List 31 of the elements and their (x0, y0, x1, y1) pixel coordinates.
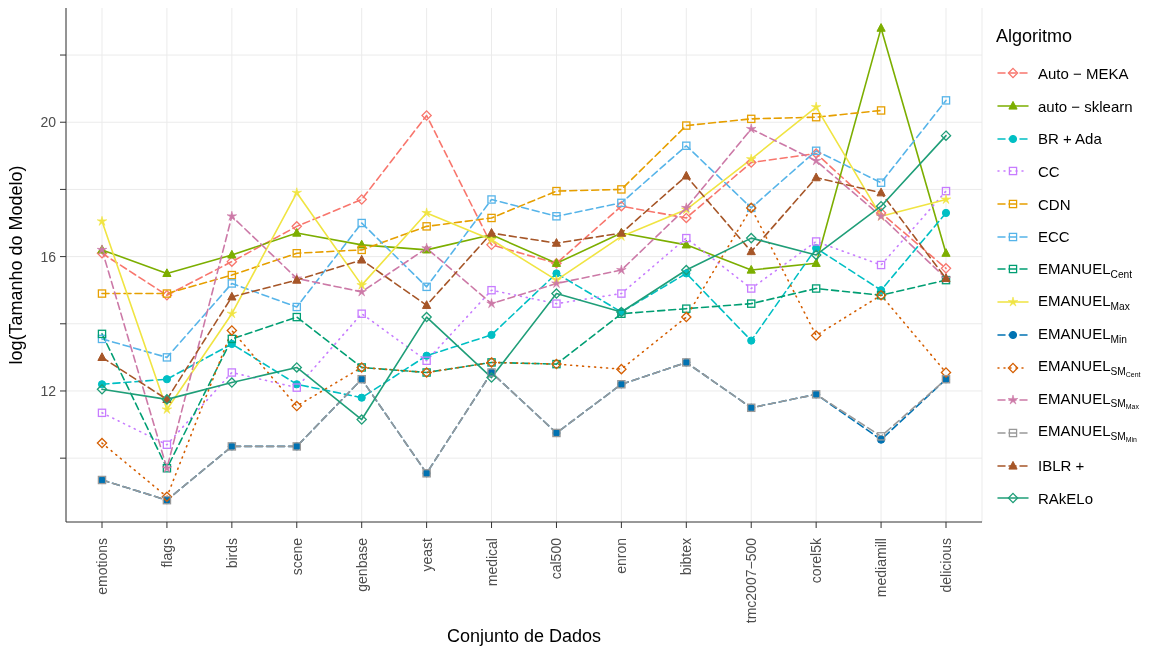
x-tick-label: medical (483, 538, 500, 587)
x-tick-label: scene (288, 537, 305, 576)
legend-label: CC (1038, 162, 1060, 180)
legend-label: RAkELo (1038, 489, 1094, 507)
x-tick-label: birds (223, 538, 240, 569)
legend-label: CDN (1038, 195, 1071, 213)
y-tick-label: 16 (40, 248, 57, 265)
x-tick-label: yeast (418, 537, 435, 572)
x-tick-label: tmc2007−500 (743, 537, 760, 624)
x-tick-label: corel5k (808, 537, 825, 584)
x-tick-label: delicious (938, 538, 954, 593)
x-tick-label: emotions (94, 538, 110, 595)
legend-label: IBLR + (1038, 457, 1085, 475)
x-axis-title: Conjunto de Dados (446, 626, 602, 646)
legend-label: EMANUEL$_{Max}$ (1038, 292, 1130, 312)
y-tick-label: 12 (40, 382, 57, 399)
x-tick-label: enron (613, 538, 630, 574)
legend-label: auto − sklearn (1038, 97, 1133, 115)
y-tick-label: 20 (40, 114, 57, 131)
x-tick-label: flags (158, 538, 175, 568)
x-tick-label: cal500 (548, 537, 565, 580)
legend-title: Algoritmo (996, 26, 1074, 47)
legend-label: BR + Ada (1038, 130, 1102, 148)
x-tick-label: mediamill (873, 538, 890, 598)
legend-label: Auto − MEKA (1038, 64, 1129, 82)
legend-label: EMANUEL$_{Min}$ (1038, 325, 1127, 345)
legend-label: ECC (1038, 228, 1070, 246)
legend-label: EMANUEL$_{Cent}$ (1038, 259, 1133, 280)
x-tick-label: bibtex (678, 538, 695, 576)
x-tick-label: genbase (353, 537, 370, 592)
y-axis-title: log(Tamanho do Modelo) (6, 165, 27, 365)
